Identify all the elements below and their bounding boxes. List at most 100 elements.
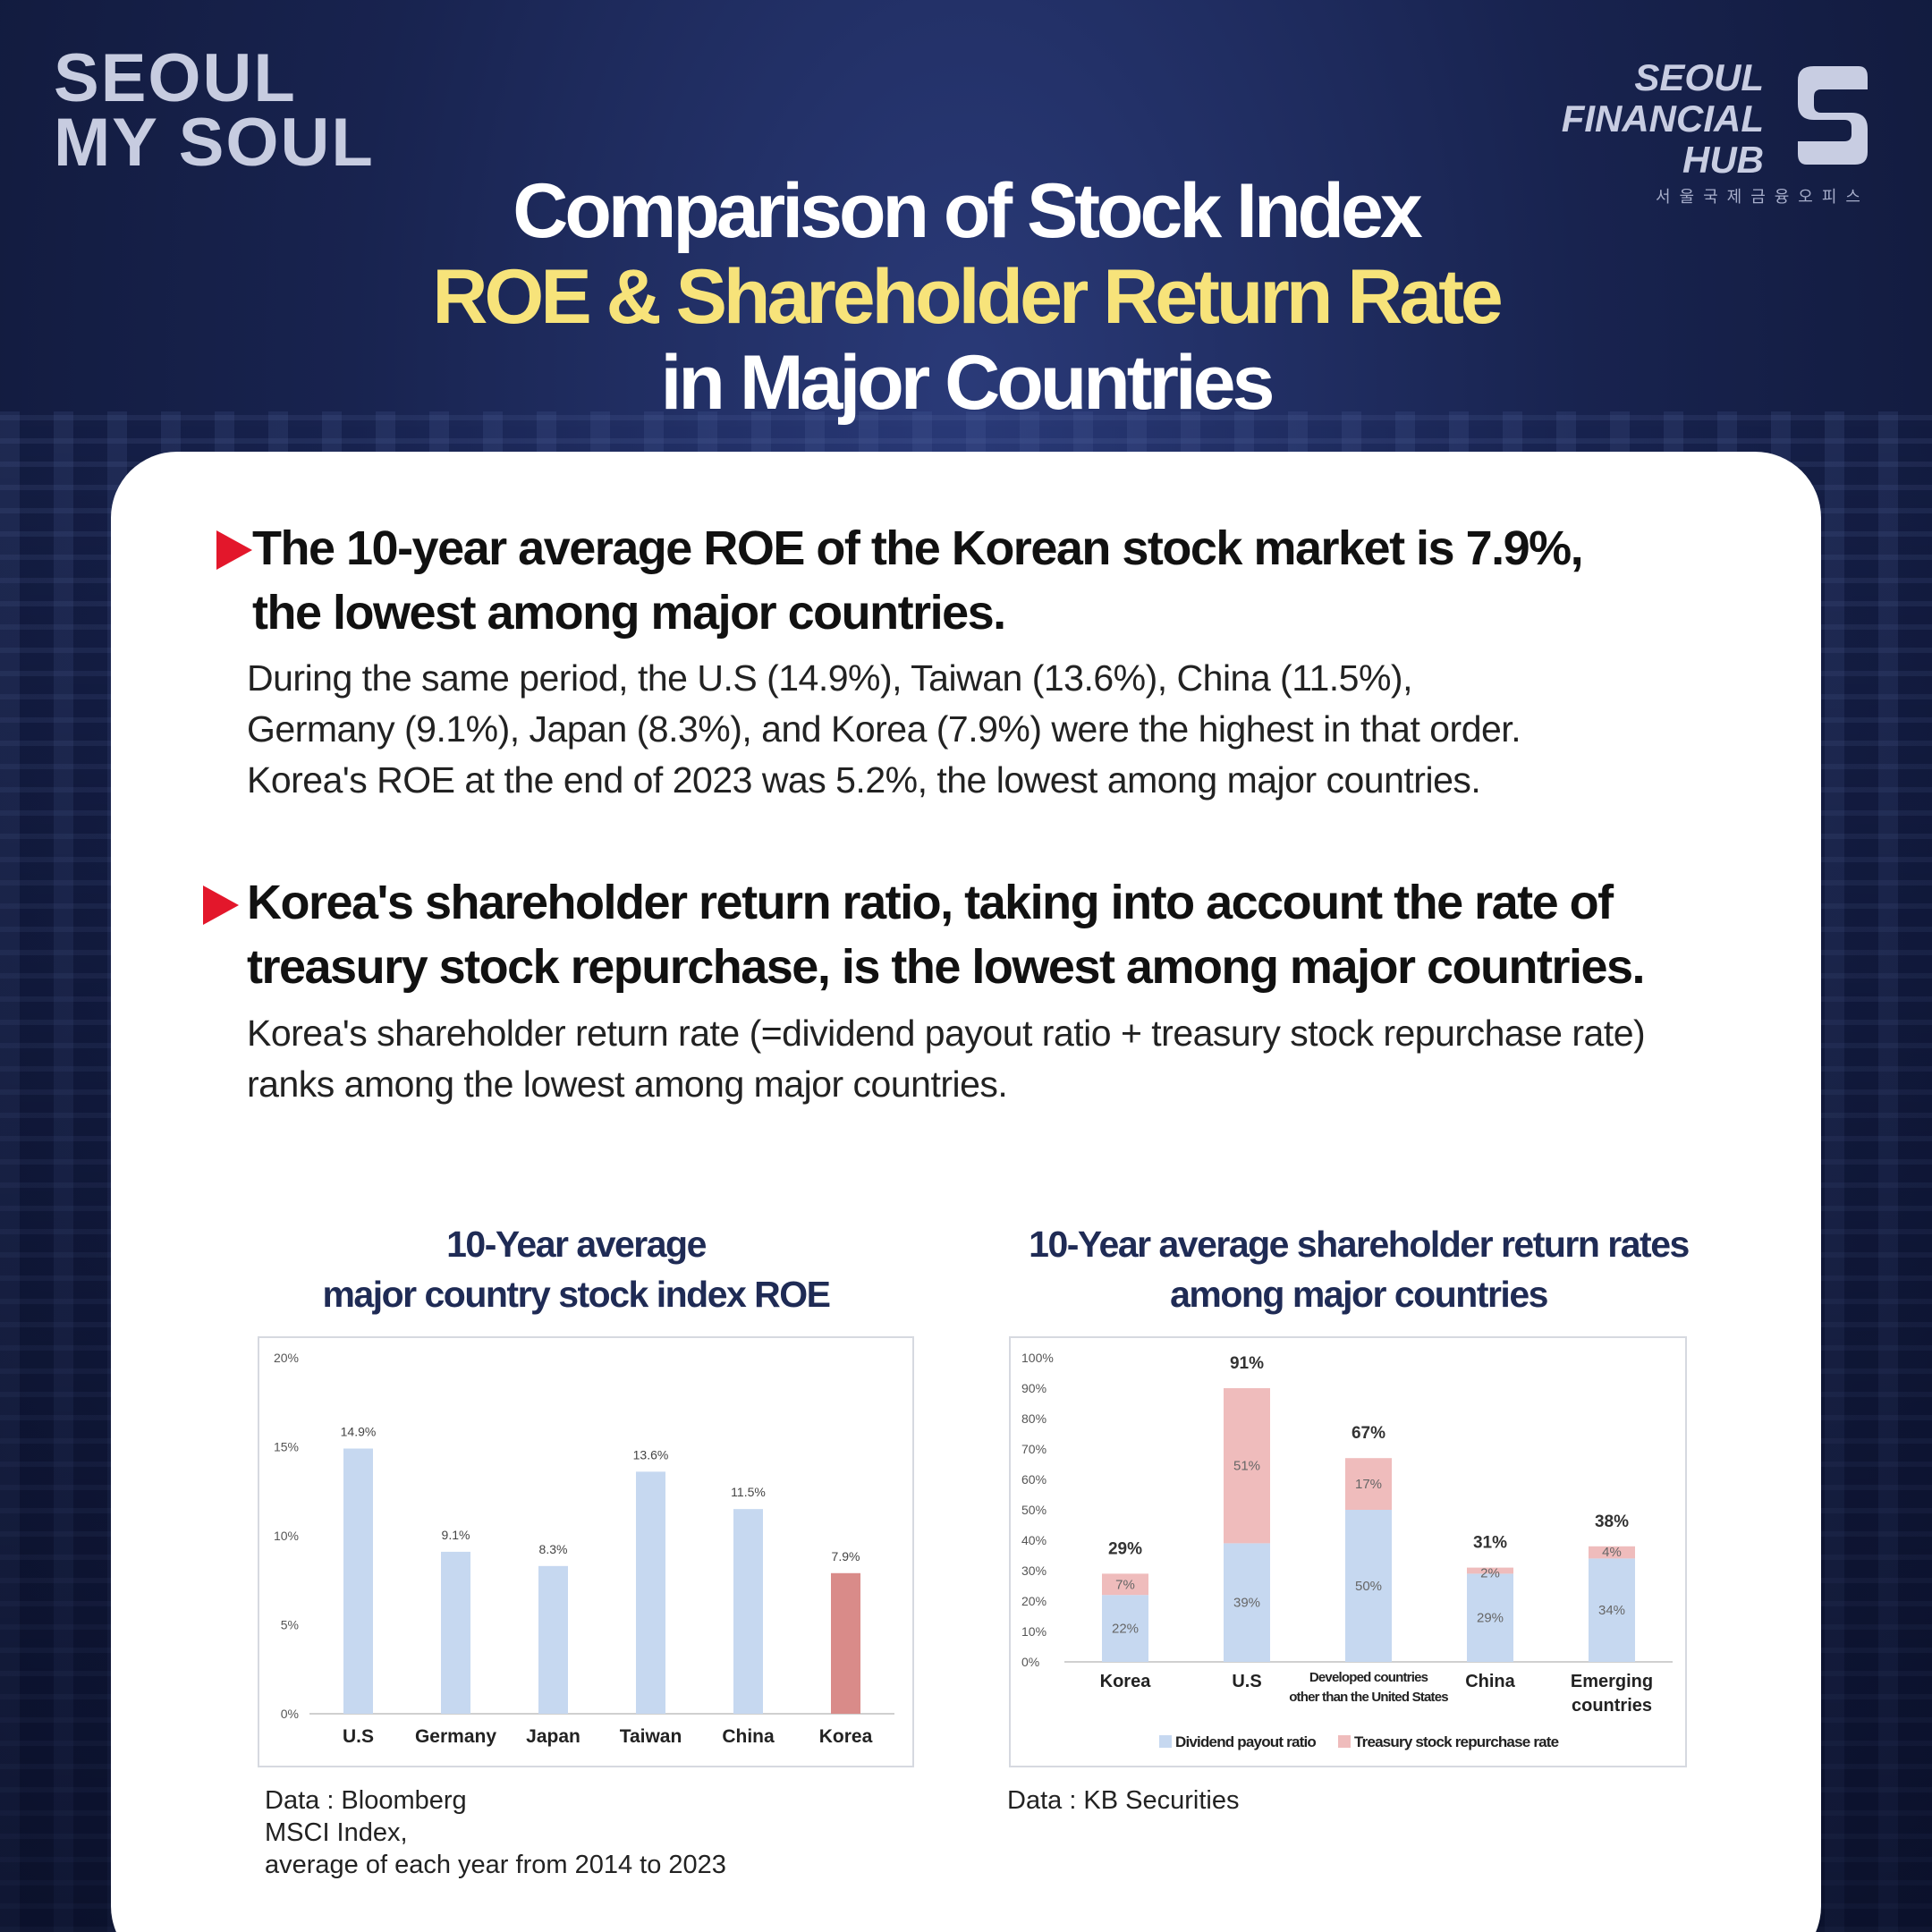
section2-heading: Korea's shareholder return ratio, taking… xyxy=(247,870,1646,999)
section2-paragraph: Korea's shareholder return rate (=divide… xyxy=(247,1008,1646,1110)
x-tick-label: Japan xyxy=(526,1726,580,1747)
data-label: 7.9% xyxy=(832,1549,860,1563)
dividend-segment xyxy=(1345,1510,1392,1662)
x-tick-label: other than the United States xyxy=(1289,1690,1448,1705)
content-card: The 10-year average ROE of the Korean st… xyxy=(111,452,1821,1932)
shareholder-chart-frame: 0% 10% 20% 30% 40% 50% 60% 70% 80% 90% 100% 22% 7% 29… xyxy=(1009,1336,1687,1767)
roe-source-line-2: MSCI Index, xyxy=(265,1818,408,1847)
y-tick-label: 50% xyxy=(1021,1503,1046,1517)
segment-label: 51% xyxy=(1233,1459,1260,1474)
section2-heading-line-1: Korea's shareholder return ratio, taking… xyxy=(247,876,1614,929)
roe-chart-title-line-1: 10-Year average xyxy=(446,1224,707,1265)
dividend-segment xyxy=(1589,1558,1635,1662)
total-label: 31% xyxy=(1473,1534,1507,1553)
section2-para-line-1: Korea's shareholder return rate (=divide… xyxy=(247,1013,1646,1054)
roe-chart-title-line-2: major country stock index ROE xyxy=(322,1274,831,1315)
shareholder-stacked-bar-chart: 0% 10% 20% 30% 40% 50% 60% 70% 80% 90% 100% 22% 7% 29… xyxy=(1021,1351,1673,1750)
shareholder-chart-source: Data : KB Securities xyxy=(1007,1784,1240,1817)
section1-para-line-1: During the same period, the U.S (14.9%),… xyxy=(247,657,1412,699)
shareholder-chart-title: 10-Year average shareholder return rates… xyxy=(970,1219,1748,1319)
bullet-triangle-icon xyxy=(203,886,239,925)
title-line-1: Comparison of Stock Index xyxy=(513,168,1422,254)
data-label: 9.1% xyxy=(442,1528,470,1542)
total-label: 38% xyxy=(1595,1513,1629,1531)
hub-logo-line-1: SEOUL xyxy=(1634,56,1764,98)
roe-chart-title: 10-Year average major country stock inde… xyxy=(236,1219,916,1319)
y-tick-label: 0% xyxy=(1021,1655,1039,1669)
hub-logo-line-3: HUB xyxy=(1682,139,1764,181)
hub-logo-line-2: FINANCIAL xyxy=(1561,97,1764,140)
y-tick-label: 15% xyxy=(274,1440,299,1454)
shareholder-chart-title-line-1: 10-Year average shareholder return rates xyxy=(1029,1224,1690,1265)
y-tick-label: 90% xyxy=(1021,1381,1046,1395)
data-label: 14.9% xyxy=(341,1424,377,1438)
repurchase-segment xyxy=(1345,1458,1392,1510)
x-tick-label: China xyxy=(1465,1672,1515,1691)
x-tick-label: Taiwan xyxy=(620,1726,682,1747)
segment-label: 2% xyxy=(1480,1566,1500,1581)
repurchase-segment xyxy=(1467,1567,1513,1574)
y-tick-label: 10% xyxy=(1021,1624,1046,1639)
title-line-2: ROE & Shareholder Return Rate xyxy=(432,254,1503,340)
page-title: Comparison of Stock Index ROE & Sharehol… xyxy=(0,168,1932,426)
repurchase-segment xyxy=(1589,1546,1635,1559)
hub-s-mark-icon xyxy=(1798,66,1868,165)
roe-chart-frame: 0% 5% 10% 15% 20% 14.9% U.S 9.1% Germany 8.3% Japa… xyxy=(258,1336,914,1767)
y-tick-label: 10% xyxy=(274,1529,299,1543)
x-tick-label: countries xyxy=(1572,1696,1652,1716)
x-tick-label: Developed countries xyxy=(1309,1670,1428,1685)
seoul-financial-hub-logo: SEOUL FINANCIAL HUB 서울국제금융오피스 xyxy=(1562,57,1869,209)
logo-line-1: SEOUL xyxy=(54,40,297,116)
bar-us xyxy=(343,1448,373,1714)
legend-swatch xyxy=(1338,1735,1351,1748)
total-label: 29% xyxy=(1108,1539,1142,1558)
total-label: 67% xyxy=(1352,1424,1385,1443)
roe-bar-chart: 0% 5% 10% 15% 20% 14.9% U.S 9.1% Germany 8.3% Japa… xyxy=(274,1351,894,1747)
legend-swatch xyxy=(1159,1735,1172,1748)
title-line-3: in Major Countries xyxy=(660,340,1275,426)
section1-para-line-2: Germany (9.1%), Japan (8.3%), and Korea … xyxy=(247,708,1521,750)
segment-label: 29% xyxy=(1477,1611,1504,1626)
y-tick-label: 20% xyxy=(274,1351,299,1365)
y-tick-label: 5% xyxy=(281,1618,299,1632)
repurchase-segment xyxy=(1102,1573,1148,1596)
section1-heading-line-2: the lowest among major countries. xyxy=(252,586,1006,640)
x-tick-label: China xyxy=(722,1726,775,1747)
dividend-segment xyxy=(1224,1543,1270,1662)
x-tick-label: U.S xyxy=(343,1726,374,1747)
bar-china xyxy=(733,1509,763,1714)
y-tick-label: 60% xyxy=(1021,1472,1046,1487)
segment-label: 22% xyxy=(1112,1622,1139,1637)
roe-source-line-1: Data : Bloomberg xyxy=(265,1786,467,1815)
x-tick-label: Korea xyxy=(1100,1672,1152,1691)
x-tick-label: Germany xyxy=(415,1726,496,1747)
repurchase-segment xyxy=(1224,1388,1270,1544)
dividend-segment xyxy=(1467,1573,1513,1662)
segment-label: 39% xyxy=(1233,1596,1260,1611)
y-tick-label: 70% xyxy=(1021,1442,1046,1456)
section2-para-line-2: ranks among the lowest among major count… xyxy=(247,1063,1008,1105)
roe-chart-source: Data : Bloomberg MSCI Index, average of … xyxy=(265,1784,726,1881)
data-label: 8.3% xyxy=(539,1542,568,1556)
x-tick-label: U.S xyxy=(1232,1672,1261,1691)
shareholder-chart-title-line-2: among major countries xyxy=(1170,1274,1548,1315)
y-tick-label: 0% xyxy=(281,1707,299,1721)
legend-label: Dividend payout ratio xyxy=(1175,1733,1316,1750)
section1-para-line-3: Korea's ROE at the end of 2023 was 5.2%,… xyxy=(247,759,1481,801)
y-tick-label: 40% xyxy=(1021,1533,1046,1547)
segment-label: 7% xyxy=(1115,1577,1135,1592)
legend-label: Treasury stock repurchase rate xyxy=(1354,1733,1559,1750)
y-tick-label: 20% xyxy=(1021,1594,1046,1608)
x-tick-label: Emerging xyxy=(1571,1672,1653,1691)
bullet-triangle-icon xyxy=(216,530,252,570)
data-label: 11.5% xyxy=(731,1485,766,1499)
y-tick-label: 100% xyxy=(1021,1351,1054,1365)
data-label: 13.6% xyxy=(633,1447,669,1462)
bar-japan xyxy=(538,1565,568,1714)
hub-logo-korean-subtitle: 서울국제금융오피스 xyxy=(1655,188,1869,206)
segment-label: 50% xyxy=(1355,1579,1382,1594)
logo-line-2: MY SOUL xyxy=(54,105,375,181)
section1-heading: The 10-year average ROE of the Korean st… xyxy=(252,516,1584,645)
dividend-segment xyxy=(1102,1595,1148,1662)
